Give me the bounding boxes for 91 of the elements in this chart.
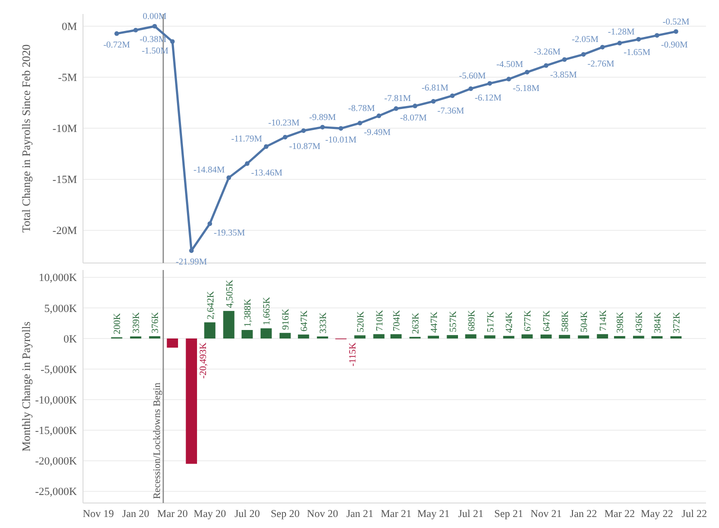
- y-axis-title: Total Change in Payrolls Since Feb 2020: [21, 44, 33, 233]
- x-tick-label: Mar 20: [157, 509, 188, 520]
- y-tick-label: -10,000K: [35, 394, 78, 406]
- data-label: -20,493K: [199, 342, 210, 379]
- data-label: -21.99M: [176, 256, 208, 267]
- y-tick-label: -15,000K: [35, 425, 78, 438]
- y-tick-label: -5,000K: [40, 364, 78, 376]
- x-tick-label: Nov 19: [82, 509, 114, 520]
- data-label: 1,665K: [262, 296, 273, 326]
- data-label: 384K: [653, 312, 664, 334]
- data-label: 647K: [300, 310, 310, 332]
- y-tick-label: -20M: [52, 225, 78, 238]
- x-tick-label: Jul 22: [682, 509, 708, 520]
- x-tick-label: Jan 21: [346, 509, 374, 520]
- data-label: -5.60M: [459, 70, 486, 80]
- data-label: 714K: [598, 310, 609, 332]
- data-label: -0.72M: [103, 40, 130, 50]
- data-label: 2,642K: [206, 290, 216, 320]
- x-tick-label: May 22: [640, 509, 674, 520]
- data-label: 200K: [113, 313, 124, 334]
- data-label: -3.85M: [550, 70, 577, 80]
- x-tick-label: Mar 21: [380, 509, 412, 520]
- x-tick-label: Mar 22: [604, 509, 635, 520]
- data-label: 704K: [392, 310, 403, 332]
- data-label: -11.79M: [231, 134, 262, 144]
- data-label: -6.81M: [422, 82, 448, 93]
- data-label: 517K: [486, 311, 496, 332]
- data-label: -6.12M: [474, 92, 502, 103]
- y-tick-label: 0M: [62, 21, 78, 34]
- data-label: 447K: [430, 312, 440, 333]
- data-label: -2.76M: [587, 58, 614, 68]
- data-label: 520K: [356, 311, 366, 332]
- data-label: 4,505K: [225, 280, 236, 308]
- y-tick-label: 5,000K: [44, 302, 78, 315]
- data-label: 398K: [616, 312, 626, 334]
- data-label: -7.36M: [437, 105, 464, 116]
- data-label: 424K: [505, 312, 516, 333]
- y-axis-title: Monthly Change in Payrolls: [21, 320, 33, 452]
- data-label: -3.26M: [534, 46, 560, 57]
- data-label: 339K: [132, 312, 142, 334]
- x-tick-label: Jul 21: [458, 509, 484, 520]
- x-tick-label: Sep 20: [270, 509, 300, 520]
- data-label: -7.81M: [384, 92, 412, 103]
- data-label: 372K: [672, 312, 682, 334]
- x-tick-label: Sep 21: [494, 509, 524, 520]
- data-label: -115K: [348, 342, 358, 366]
- y-tick-label: -25,000K: [35, 486, 78, 498]
- data-label: 436K: [635, 312, 646, 333]
- x-tick-label: May 20: [194, 509, 226, 520]
- data-label: -4.50M: [496, 59, 524, 70]
- data-label: 916K: [282, 308, 292, 330]
- y-tick-label: -20,000K: [35, 456, 78, 468]
- data-label: 677K: [524, 310, 534, 332]
- data-label: 1,388K: [244, 298, 254, 328]
- data-label: 333K: [319, 312, 330, 334]
- data-label: 376K: [151, 312, 162, 334]
- data-label: -10.01M: [325, 134, 357, 144]
- data-label: -13.46M: [251, 168, 282, 178]
- data-label: -1.28M: [608, 26, 635, 36]
- data-label: -5.18M: [512, 83, 540, 94]
- x-tick-label: Jan 20: [122, 509, 150, 520]
- x-tick-label: Nov 20: [306, 509, 338, 520]
- data-label: -9.49M: [364, 127, 391, 138]
- data-label: 588K: [560, 310, 571, 332]
- y-tick-label: -10M: [52, 123, 78, 136]
- y-tick-label: 0K: [64, 333, 78, 346]
- x-tick-label: Jan 22: [570, 509, 598, 520]
- y-tick-label: 10,000K: [38, 272, 78, 284]
- data-label: 689K: [467, 310, 478, 332]
- data-label: -0.90M: [660, 39, 688, 50]
- data-label: 263K: [412, 312, 422, 334]
- data-label: -2.05M: [572, 34, 598, 44]
- data-label: -0.52M: [662, 16, 690, 27]
- ref-line-label: Recession/Lockdowns Begin: [152, 382, 164, 499]
- data-label: -19.35M: [214, 228, 246, 238]
- data-label: 647K: [542, 310, 553, 332]
- y-tick-label: -5M: [58, 72, 78, 84]
- data-label: 557K: [448, 310, 459, 332]
- data-label: -10.87M: [289, 141, 320, 152]
- data-label: -9.89M: [309, 112, 336, 122]
- data-label: -14.84M: [194, 164, 225, 175]
- data-label: -8.78M: [348, 102, 375, 113]
- data-label: -1.65M: [624, 47, 650, 58]
- data-label: 504K: [580, 311, 590, 332]
- x-tick-label: May 21: [417, 509, 450, 520]
- x-tick-label: Jul 20: [234, 509, 260, 520]
- y-tick-label: -15M: [52, 174, 78, 186]
- data-label: -8.07M: [400, 112, 427, 123]
- data-label: -10.23M: [268, 118, 300, 128]
- data-label: 710K: [375, 310, 386, 332]
- x-tick-label: Nov 21: [530, 509, 562, 520]
